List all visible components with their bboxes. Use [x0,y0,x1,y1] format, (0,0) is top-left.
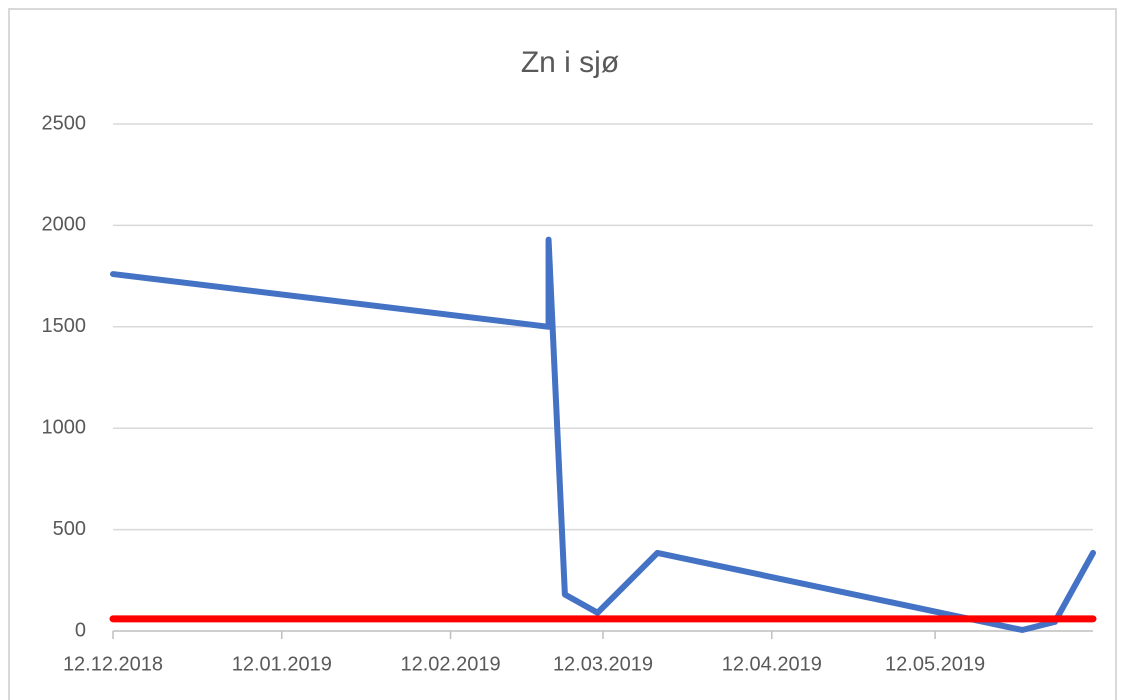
y-tick-label: 2500 [42,112,87,134]
x-tick-label: 12.01.2019 [232,653,332,675]
y-tick-label: 0 [75,619,86,641]
y-tick-label: 2000 [42,214,87,236]
y-tick-label: 1000 [42,416,87,438]
y-tick-label: 1500 [42,315,87,337]
chart-border [8,8,1117,700]
x-tick-label: 12.04.2019 [722,653,822,675]
chart-title: Zn i sjø [521,46,619,79]
x-tick-label: 12.12.2018 [63,653,163,675]
x-tick-label: 12.05.2019 [885,653,985,675]
y-tick-label: 500 [53,518,86,540]
series-line [110,236,1096,633]
x-tick-label: 12.03.2019 [553,653,653,675]
x-tick-label: 12.02.2019 [401,653,501,675]
